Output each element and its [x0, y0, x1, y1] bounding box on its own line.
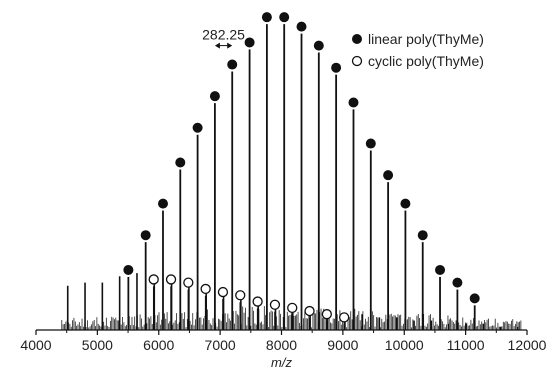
annotation-layer: 282.25	[202, 27, 245, 49]
x-tick-label: 9000	[327, 337, 358, 353]
axis-layer: 4000 5000 6000 7000 8000 9000 10000 11000 12000 m…	[20, 329, 547, 370]
cyclic-marker	[339, 312, 350, 323]
cyclic-marker	[148, 274, 159, 285]
cyclic-marker	[235, 290, 246, 301]
legend-cyclic-marker	[351, 55, 363, 67]
legend-linear-label: linear poly(ThyMe)	[368, 31, 484, 47]
linear-marker	[348, 97, 359, 108]
cyclic-marker	[217, 286, 229, 298]
linear-marker	[296, 21, 307, 32]
linear-marker	[261, 12, 272, 23]
x-tick-label: 10000	[385, 337, 424, 353]
spacing-arrow-left	[214, 42, 220, 49]
linear-marker	[452, 277, 463, 288]
linear-marker	[417, 230, 428, 241]
linear-marker	[140, 230, 151, 241]
plot-layer	[61, 12, 522, 330]
spacing-label: 282.25	[202, 27, 245, 43]
legend: linear poly(ThyMe) cyclic poly(ThyMe)	[351, 31, 484, 69]
cyclic-marker	[252, 296, 263, 307]
linear-marker	[192, 122, 203, 133]
linear-marker	[279, 12, 290, 23]
linear-marker	[157, 198, 168, 209]
linear-marker	[227, 59, 238, 70]
x-tick-label: 6000	[143, 337, 174, 353]
legend-cyclic-label: cyclic poly(ThyMe)	[368, 53, 484, 69]
legend-linear-marker	[352, 34, 362, 44]
cyclic-marker	[165, 274, 177, 285]
cyclic-marker	[269, 299, 281, 310]
linear-marker	[123, 264, 134, 275]
linear-marker	[313, 40, 324, 51]
x-axis-label: m/z	[271, 355, 292, 370]
linear-marker	[331, 62, 342, 73]
cyclic-marker	[304, 305, 315, 317]
spacing-arrow-right	[227, 42, 233, 49]
x-tick-label: 4000	[20, 337, 51, 353]
linear-marker	[400, 198, 411, 209]
cyclic-marker	[200, 283, 211, 295]
cyclic-marker	[183, 277, 194, 288]
linear-marker	[365, 138, 376, 149]
x-tick-label: 5000	[82, 337, 113, 353]
linear-marker	[383, 170, 394, 181]
x-tick-label: 7000	[205, 337, 236, 353]
x-tick-label: 11000	[447, 337, 485, 353]
x-tick-label: 8000	[266, 337, 297, 353]
cyclic-marker	[321, 309, 333, 320]
linear-marker	[469, 293, 480, 304]
linear-marker	[209, 91, 220, 102]
linear-marker	[435, 264, 446, 275]
linear-marker	[175, 157, 186, 168]
cyclic-marker	[287, 302, 298, 314]
linear-marker	[244, 37, 255, 48]
x-tick-label: 12000	[508, 337, 547, 353]
